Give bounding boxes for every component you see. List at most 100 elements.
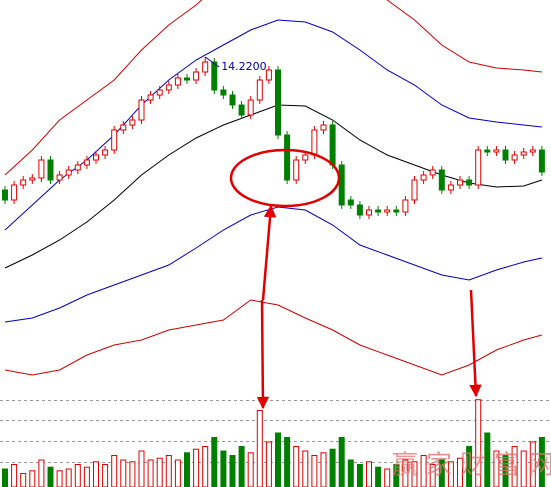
candle-body bbox=[138, 99, 145, 121]
volume-bar bbox=[56, 470, 63, 487]
candle-body bbox=[229, 94, 236, 106]
candle-body bbox=[38, 159, 45, 179]
volume-bar bbox=[238, 446, 245, 487]
volume-bar bbox=[174, 459, 181, 487]
volume-bar bbox=[538, 437, 545, 487]
candle-body bbox=[275, 69, 281, 136]
candle-body bbox=[156, 89, 163, 96]
band-line bbox=[4, 299, 543, 376]
candle-body bbox=[256, 79, 263, 101]
annotation: 14.2200 bbox=[221, 60, 267, 73]
volume-bar bbox=[520, 450, 527, 487]
volume-bar bbox=[320, 452, 327, 487]
candle-body bbox=[102, 149, 109, 156]
volume-bar bbox=[256, 410, 263, 487]
candle-body bbox=[47, 159, 54, 181]
arrow bbox=[469, 289, 482, 398]
volume-bar bbox=[384, 468, 391, 487]
volume-bar bbox=[302, 450, 309, 487]
candle-body bbox=[329, 124, 336, 166]
volume-bar bbox=[93, 461, 99, 487]
volume-bar bbox=[338, 437, 345, 487]
volume-bar bbox=[502, 455, 509, 487]
candle-body bbox=[538, 149, 545, 173]
volume-bar bbox=[184, 452, 190, 487]
volume-bar bbox=[74, 464, 81, 487]
volume-bar bbox=[275, 432, 281, 487]
candle-body bbox=[429, 169, 436, 176]
candle-body bbox=[93, 154, 99, 161]
volume-bar bbox=[165, 455, 172, 487]
candle-body bbox=[111, 129, 118, 151]
volume-bar bbox=[402, 459, 409, 487]
volume-bar bbox=[484, 432, 491, 487]
candle-body bbox=[11, 184, 18, 201]
volume-bar bbox=[47, 466, 54, 487]
volume-bar bbox=[129, 461, 136, 487]
arrow bbox=[256, 299, 270, 410]
volume-bar bbox=[265, 441, 272, 487]
band-line bbox=[4, 104, 543, 269]
highlight bbox=[229, 148, 482, 410]
candle-body bbox=[356, 204, 363, 216]
band-line bbox=[4, 206, 543, 323]
volume-bar bbox=[375, 466, 382, 487]
candle-body bbox=[529, 149, 536, 153]
candle-body bbox=[466, 179, 473, 186]
volume-bar bbox=[493, 450, 500, 487]
volume-bar bbox=[347, 459, 354, 487]
volume-bar bbox=[438, 459, 445, 487]
candle-body bbox=[284, 134, 291, 181]
candle-body bbox=[265, 69, 272, 81]
candle-body bbox=[129, 119, 136, 126]
volume-bar bbox=[111, 455, 118, 487]
candle-body bbox=[29, 177, 36, 181]
candle-body bbox=[320, 124, 327, 131]
volume-bar bbox=[466, 446, 473, 487]
candle-body bbox=[238, 104, 245, 116]
volume-bar bbox=[193, 448, 200, 487]
arrow bbox=[261, 204, 277, 301]
candle-body bbox=[65, 169, 72, 176]
candle-body bbox=[520, 151, 527, 156]
candle-body bbox=[447, 184, 454, 191]
candle-body bbox=[2, 189, 8, 201]
candle-body bbox=[83, 159, 90, 166]
volume-bar bbox=[120, 459, 127, 487]
volume-bar bbox=[366, 461, 372, 487]
volume-bar bbox=[102, 464, 109, 487]
band-line bbox=[4, 19, 542, 231]
candle-body bbox=[302, 154, 309, 161]
volume-bar bbox=[356, 464, 363, 487]
volume-bar bbox=[457, 457, 463, 487]
candle-body bbox=[502, 149, 509, 161]
candle-body bbox=[56, 174, 63, 181]
volume-bar bbox=[229, 455, 236, 487]
volume-bar bbox=[83, 466, 90, 487]
watermark: 赢家财富网 bbox=[392, 451, 551, 481]
volume-bar bbox=[202, 446, 209, 487]
band-line bbox=[4, 0, 542, 176]
candle-body bbox=[311, 129, 318, 156]
candle-body bbox=[293, 159, 300, 181]
volume-bar bbox=[20, 473, 27, 487]
candle-body bbox=[193, 71, 200, 81]
volume-bar bbox=[2, 468, 8, 487]
volume-bar bbox=[247, 452, 254, 487]
candle-body bbox=[420, 174, 427, 181]
volume-bar bbox=[156, 457, 163, 487]
volume-bar bbox=[138, 450, 145, 487]
volume-bar bbox=[420, 455, 427, 487]
candle-body bbox=[402, 199, 409, 213]
volume-bar bbox=[293, 446, 300, 487]
candle-body bbox=[74, 164, 81, 171]
volume-bar bbox=[329, 448, 336, 487]
volume-bar bbox=[529, 441, 536, 487]
volume-bar bbox=[311, 455, 318, 487]
candle-body bbox=[211, 61, 218, 91]
volume-bar bbox=[147, 459, 154, 487]
volume-bar bbox=[475, 399, 482, 487]
candle-body bbox=[147, 94, 154, 101]
candle-body bbox=[174, 77, 181, 86]
